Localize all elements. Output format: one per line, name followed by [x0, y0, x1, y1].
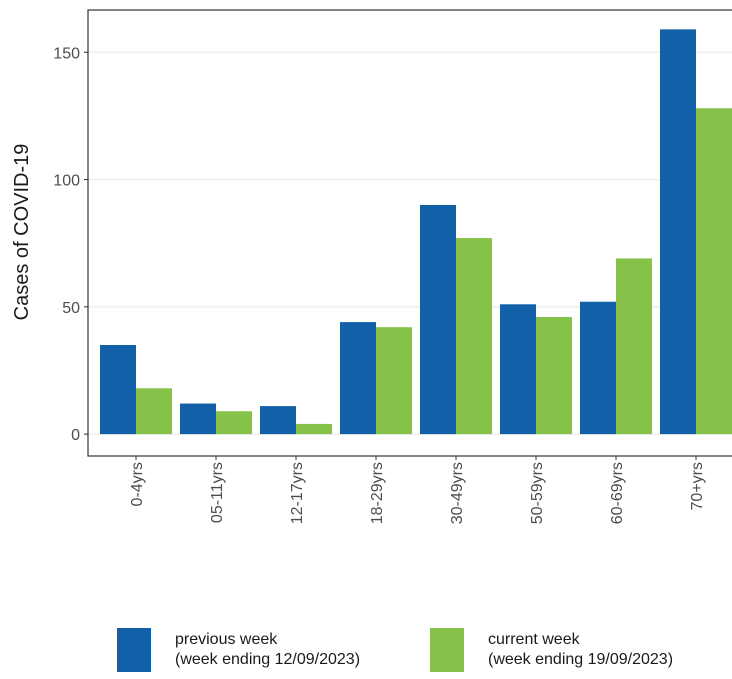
plot-border [87, 9, 732, 457]
y-tick-label: 50 [62, 300, 80, 317]
bar [340, 322, 376, 435]
x-tick-label: 12-17yrs [289, 462, 306, 524]
x-tick-label: 70+yrs [689, 462, 706, 510]
y-tick-label: 100 [53, 173, 80, 190]
legend-label: current week (week ending 19/09/2023) [488, 631, 674, 668]
x-tick-label: 30-49yrs [449, 462, 466, 524]
y-axis-label: Cases of COVID-19 [11, 144, 33, 321]
x-tick-label: 60-69yrs [609, 462, 626, 524]
y-tick-label: 0 [71, 427, 80, 444]
x-tick-label: 05-11yrs [209, 462, 226, 523]
bar [536, 317, 572, 435]
bar [500, 304, 536, 435]
legend-label: previous week (week ending 12/09/2023) [175, 631, 361, 668]
bar [136, 388, 172, 435]
bar [696, 108, 732, 435]
bar [456, 238, 492, 435]
bar [100, 345, 136, 435]
x-tick-label: 18-29yrs [369, 462, 386, 524]
bar [616, 258, 652, 435]
y-tick-label: 150 [53, 45, 80, 62]
bar [260, 406, 296, 435]
chart: Cases of COVID-19 0 50 100 150 0-4yrs 05-11yr… [11, 9, 732, 524]
bar [580, 301, 616, 435]
bar [216, 411, 252, 435]
bar [296, 423, 332, 435]
bar [420, 204, 456, 435]
legend-swatch [430, 628, 464, 672]
x-tick-label: 0-4yrs [129, 462, 146, 506]
x-tick-label: 50-59yrs [529, 462, 546, 524]
bar [376, 327, 412, 435]
legend-swatch [117, 628, 151, 672]
bar [660, 29, 696, 435]
bar [180, 403, 216, 435]
